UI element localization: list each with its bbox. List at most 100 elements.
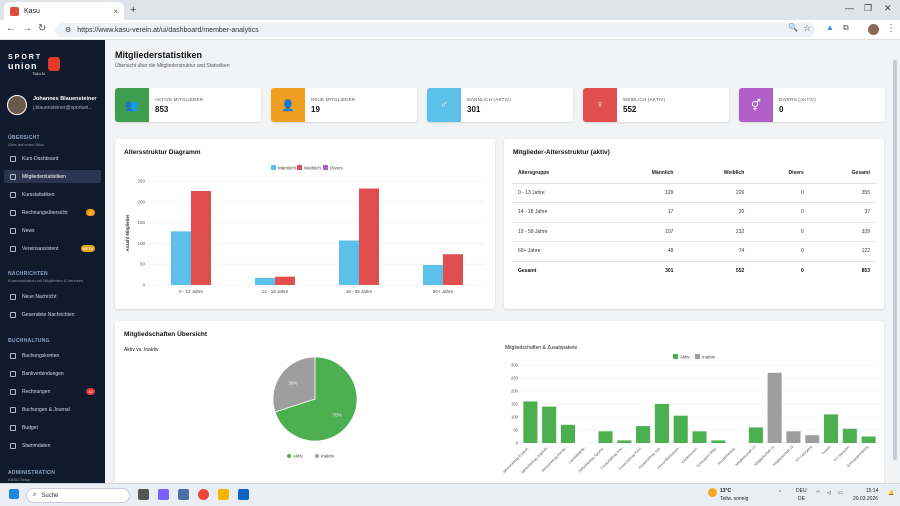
sidebar-item-mitgliederstatistiken[interactable]: Mitgliederstatistiken xyxy=(4,170,101,183)
mem-bar-aktiv xyxy=(842,428,857,443)
sidebar-item-gesendete-nachrichten[interactable]: Gesendete Nachrichten xyxy=(4,308,101,321)
drive-icon[interactable]: ▲ xyxy=(826,23,834,32)
mem-bar-aktiv xyxy=(823,414,839,443)
sidebar-item-stammdaten[interactable]: Stammdaten xyxy=(4,439,101,452)
search-icon: ⌕ xyxy=(33,492,37,498)
bar-weiblich xyxy=(359,188,379,285)
logo-line1: SPORT xyxy=(8,54,43,61)
table-row: 14 - 18 Jahre 17 20 0 37 xyxy=(512,202,876,223)
table-cell: 60+ Jahre xyxy=(512,241,607,262)
y-axis-label: Anzahl Mitglieder xyxy=(125,214,130,252)
sidebar-item-kurs-dashboard[interactable]: Kurs-Dashboard xyxy=(4,152,101,165)
bar-title: Mitgliedschaften & Zusatzpakete xyxy=(505,345,578,351)
sidebar-item-neue-nachricht[interactable]: Neue Nachricht xyxy=(4,290,101,303)
sidebar-item-buchungskonten[interactable]: Buchungskonten xyxy=(4,349,101,362)
wifi-icon[interactable]: ◠ xyxy=(816,490,821,496)
stat-value: 552 xyxy=(623,105,637,114)
minimize-icon[interactable]: — xyxy=(845,3,854,13)
pie-slice-aktiv xyxy=(274,356,358,442)
pie-label: 30% xyxy=(288,380,297,385)
taskbar-search[interactable]: ⌕ Suche xyxy=(26,488,130,503)
close-window-icon[interactable]: ✕ xyxy=(884,3,892,13)
battery-icon[interactable]: ▭ xyxy=(838,490,843,496)
back-icon[interactable]: ← xyxy=(6,23,16,34)
task-view-icon[interactable] xyxy=(138,489,149,500)
mem-bar-aktiv xyxy=(560,424,576,443)
age-table-title: Mitglieder-Altersstruktur (aktiv) xyxy=(513,149,610,156)
site-info-icon[interactable]: ⚙ xyxy=(65,27,72,34)
pie-label: 70% xyxy=(333,413,342,418)
mem-bar-aktiv xyxy=(542,406,557,443)
mem-y-tick-label: 250 xyxy=(511,376,519,381)
browser-tab-bar: Kasu × + — ❐ ✕ xyxy=(0,0,900,20)
bookmark-star-icon[interactable]: ☆ xyxy=(803,23,812,33)
page-subtitle: Übersicht über die Mitgliederstruktur un… xyxy=(115,63,230,69)
profile-avatar[interactable] xyxy=(868,24,879,35)
mem-y-tick-label: 200 xyxy=(511,389,519,394)
mem-legend-label: Aktiv xyxy=(680,355,691,360)
user-plus-icon: 👤 xyxy=(271,88,305,122)
table-header: Divers xyxy=(750,163,810,184)
calculator-icon[interactable] xyxy=(178,489,189,500)
sidebar-item-kursstatistiken[interactable]: Kursstatistiken xyxy=(4,188,101,201)
user-avatar xyxy=(7,95,27,115)
x-tick-label: 14 - 18 Jahre xyxy=(262,289,289,294)
maximize-icon[interactable]: ❐ xyxy=(864,3,873,13)
membership-title: Mitgliedschaften Übersicht xyxy=(124,331,208,338)
pie-legend-label: Aktiv xyxy=(293,454,304,459)
y-tick-label: 50 xyxy=(140,262,146,267)
address-bar[interactable]: ⚙ https://www.kasu-verein.at/ui/dashboar… xyxy=(55,23,815,37)
windows-start-icon[interactable] xyxy=(9,489,19,499)
sidebar-item-budget[interactable]: Budget xyxy=(4,421,101,434)
extensions-icon[interactable]: ⧉ xyxy=(843,23,849,32)
sidebar-item-label: Buchungen & Journal xyxy=(22,406,70,413)
mem-y-tick-label: 0 xyxy=(516,441,519,446)
sidebar-item-rechnungen[interactable]: Rechnungen 32 xyxy=(4,385,101,398)
reload-icon[interactable]: ↻ xyxy=(38,23,47,34)
tray-chevron-icon[interactable]: ⌃ xyxy=(778,490,783,496)
teams-icon[interactable] xyxy=(158,489,169,500)
zoom-icon[interactable]: 🔍 xyxy=(788,23,798,32)
browser-tab[interactable]: Kasu × xyxy=(4,2,124,20)
table-header: Gesamt xyxy=(809,163,876,184)
sidebar-item-label: Buchungskonten xyxy=(22,352,60,359)
sidebar-item-vereinsassistent[interactable]: Vereinsassistent BETA xyxy=(4,242,101,255)
forward-icon[interactable]: → xyxy=(22,23,32,34)
lang-code[interactable]: DEU xyxy=(796,488,807,494)
sidebar-item-label: Kursstatistiken xyxy=(22,191,55,198)
y-tick-label: 250 xyxy=(137,179,145,184)
table-cell: 19 - 59 Jahre xyxy=(512,222,607,242)
sidebar-item-rechnungsübersicht[interactable]: Rechnungsübersicht 6 xyxy=(4,206,101,219)
page-scrollbar[interactable] xyxy=(893,60,897,460)
file-explorer-icon[interactable] xyxy=(218,489,229,500)
outlook-icon[interactable] xyxy=(238,489,249,500)
nav-icon xyxy=(10,370,16,377)
clock-time[interactable]: 15:14 xyxy=(866,488,879,494)
nav-icon xyxy=(10,293,16,300)
close-tab-icon[interactable]: × xyxy=(113,6,118,16)
mem-x-tick-label: Turnen xyxy=(821,445,832,456)
stat-label: DIVERS (AKTIV) xyxy=(779,97,816,102)
stat-value: 0 xyxy=(779,105,784,114)
notification-bell-icon[interactable]: 🔔 xyxy=(888,490,895,496)
new-tab-button[interactable]: + xyxy=(130,4,137,16)
membership-bar-chart: Aktiv Inaktiv050100150200250300Jahresbeit… xyxy=(503,354,878,475)
sidebar-item-buchungen-journal[interactable]: Buchungen & Journal xyxy=(4,403,101,416)
chrome-icon[interactable] xyxy=(198,489,209,500)
browser-menu-icon[interactable]: ⋮ xyxy=(886,23,896,34)
section-accounting-title: BUCHHALTUNG xyxy=(8,338,50,344)
sidebar-item-bankverbindungen[interactable]: Bankverbindungen xyxy=(4,367,101,380)
logo-line3: TULLN xyxy=(32,71,45,76)
main-content: Mitgliederstatistiken Übersicht über die… xyxy=(105,40,900,483)
y-tick-label: 200 xyxy=(137,199,145,204)
table-cell: 226 xyxy=(679,183,751,203)
volume-icon[interactable]: ◁ xyxy=(827,490,831,496)
legend-label: Männlich xyxy=(278,166,297,171)
sidebar-item-news[interactable]: News xyxy=(4,224,101,237)
layout-code[interactable]: DE xyxy=(798,496,805,502)
users-icon: 👥 xyxy=(115,88,149,122)
nav-icon xyxy=(10,191,16,198)
clock-date[interactable]: 20.03.2026 xyxy=(853,496,879,502)
table-cell: 339 xyxy=(809,222,876,242)
page-title: Mitgliederstatistiken xyxy=(115,50,203,60)
